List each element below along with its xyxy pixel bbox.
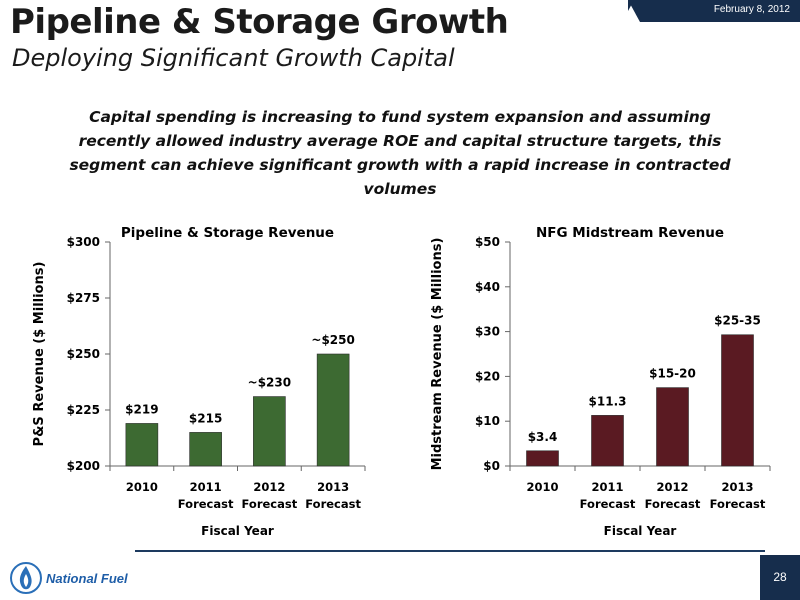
summary-text: Capital spending is increasing to fund s… (69, 108, 731, 198)
ps-revenue-chart-svg: Pipeline & Storage Revenue $200 $225 $250 $2… (32, 225, 366, 538)
bar (253, 396, 286, 467)
bar (189, 432, 222, 467)
x-tick-label: Forecast (305, 497, 361, 511)
logo-flame-icon (10, 562, 42, 594)
midstream-revenue-chart: NFG Midstream Revenue $0 $10 $20 $30 $40 $50 $3… (425, 220, 775, 549)
x-tick-label: Forecast (710, 497, 766, 511)
bar (721, 334, 754, 467)
y-tick-label: $40 (475, 280, 500, 294)
midstream-revenue-chart-svg: NFG Midstream Revenue $0 $10 $20 $30 $40 $50 $3… (430, 225, 771, 538)
data-label: $11.3 (589, 394, 627, 408)
x-axis-label: Fiscal Year (604, 524, 677, 538)
bar (656, 387, 689, 467)
national-fuel-logo: National Fuel (6, 560, 151, 596)
footer-divider (135, 550, 765, 552)
y-tick-label: $0 (483, 459, 500, 473)
y-axis-label: P&S Revenue ($ Millions) (32, 262, 47, 447)
page-title: Pipeline & Storage Growth (10, 2, 509, 42)
x-tick-label: 2012 (656, 480, 688, 494)
date-label: February 8, 2012 (713, 4, 790, 15)
data-label: $219 (125, 402, 158, 416)
x-axis-label: Fiscal Year (201, 524, 274, 538)
y-tick-label: $275 (67, 291, 100, 305)
y-tick-label: $300 (67, 235, 100, 249)
y-tick-label: $30 (475, 325, 500, 339)
ps-revenue-chart: Pipeline & Storage Revenue $200 $225 $250 $2… (25, 220, 370, 549)
x-tick-label: 2010 (126, 480, 158, 494)
y-tick-label: $50 (475, 235, 500, 249)
chart-title: Pipeline & Storage Revenue (121, 225, 334, 241)
page-subtitle: Deploying Significant Growth Capital (12, 44, 455, 72)
page-number: 28 (760, 555, 800, 600)
y-tick-label: $225 (67, 403, 100, 417)
x-tick-label: Forecast (580, 497, 636, 511)
date-tab-shape (628, 0, 800, 22)
bar (316, 353, 350, 467)
x-tick-label: 2013 (317, 480, 349, 494)
data-label: ~$250 (311, 333, 354, 347)
y-tick-label: $200 (67, 459, 100, 473)
date-tab: February 8, 2012 (628, 0, 800, 22)
logo-text: National Fuel (46, 571, 128, 586)
bar (125, 423, 159, 467)
y-axis-label: Midstream Revenue ($ Millions) (430, 238, 445, 471)
y-tick-label: $250 (67, 347, 100, 361)
bar (591, 415, 624, 467)
data-label: $25-35 (714, 314, 761, 328)
y-tick-label: $20 (475, 369, 500, 383)
data-label: $215 (189, 411, 222, 425)
x-tick-label: 2012 (253, 480, 285, 494)
x-tick-label: 2011 (190, 480, 222, 494)
x-tick-label: Forecast (178, 497, 234, 511)
y-tick-label: $10 (475, 414, 500, 428)
data-label: $3.4 (528, 430, 558, 444)
x-tick-label: Forecast (645, 497, 701, 511)
x-tick-label: 2011 (591, 480, 623, 494)
bar (526, 450, 559, 467)
x-tick-label: 2010 (526, 480, 558, 494)
chart-title: NFG Midstream Revenue (536, 225, 724, 241)
data-label: ~$230 (248, 376, 291, 390)
data-label: $15-20 (649, 367, 696, 381)
x-tick-label: Forecast (242, 497, 298, 511)
x-tick-label: 2013 (721, 480, 753, 494)
